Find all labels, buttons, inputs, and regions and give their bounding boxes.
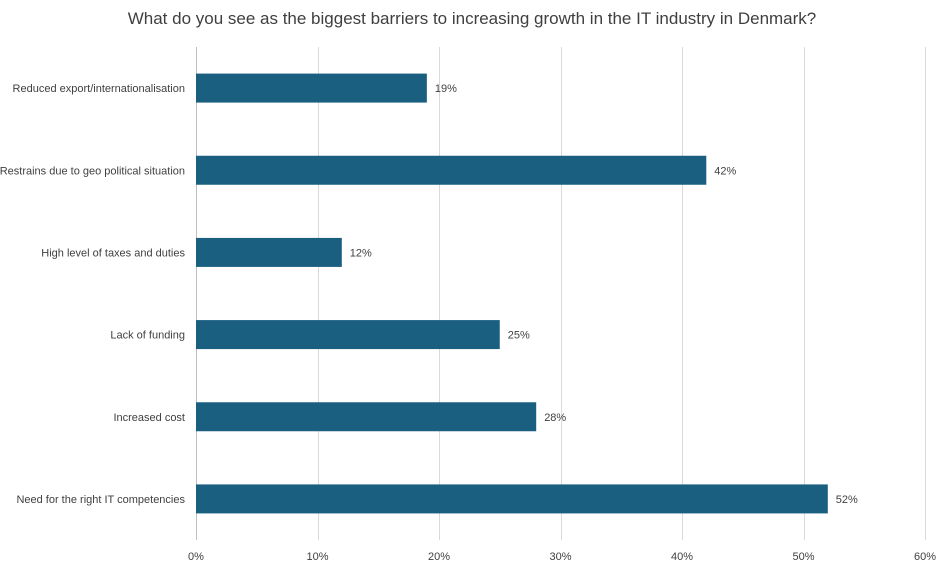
x-tick-label: 60% (914, 551, 936, 563)
x-tick-label: 30% (549, 551, 571, 563)
data-label: 25% (508, 330, 530, 342)
x-tick-label: 40% (671, 551, 693, 563)
bar (196, 320, 500, 350)
bar (196, 237, 342, 267)
data-label: 52% (836, 494, 858, 506)
data-label: 12% (350, 247, 372, 259)
data-labels: 19% 42% 12% 25% 28% 52% (350, 83, 858, 506)
data-label: 42% (714, 165, 736, 177)
bar (196, 402, 537, 432)
category-label: Need for the right IT competencies (16, 494, 185, 506)
x-tick-label: 20% (428, 551, 450, 563)
category-label: High level of taxes and duties (41, 247, 185, 259)
chart-title: What do you see as the biggest barriers … (127, 9, 817, 28)
category-label: Reduced export/internationalisation (13, 83, 185, 95)
x-tick-label: 50% (792, 551, 814, 563)
category-label: Lack of funding (110, 330, 185, 342)
bar (196, 484, 828, 514)
gridlines (196, 47, 926, 540)
data-label: 19% (435, 83, 457, 95)
bar (196, 155, 707, 185)
x-tick-label: 0% (188, 551, 204, 563)
x-tick-label: 10% (306, 551, 328, 563)
category-label: Restrains due to geo political situation (0, 165, 185, 177)
category-label: Increased cost (113, 412, 185, 424)
data-label: 28% (544, 412, 566, 424)
x-axis-tick-labels: 0% 10% 20% 30% 40% 50% 60% (188, 551, 936, 563)
category-labels: Reduced export/internationalisation Restr… (0, 83, 185, 506)
bar (196, 73, 427, 103)
bars (196, 73, 828, 514)
